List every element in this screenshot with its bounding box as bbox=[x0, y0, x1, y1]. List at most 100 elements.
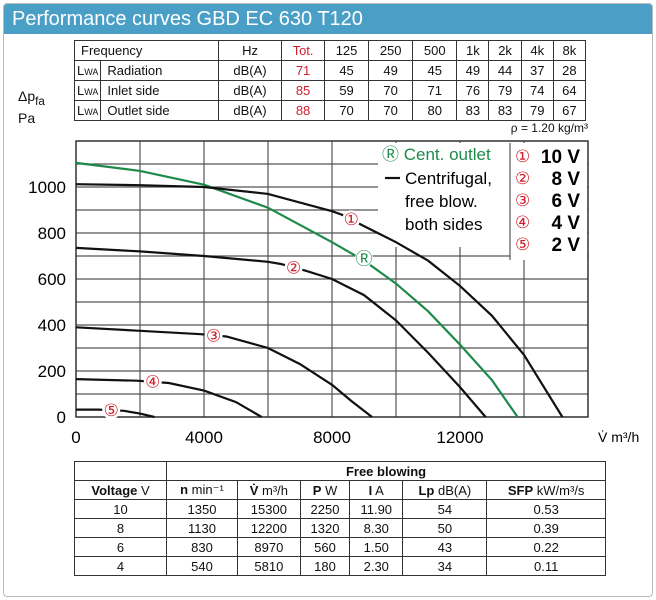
value-cell: 10 bbox=[73, 499, 168, 519]
legend-voltage-label: 8 V bbox=[551, 169, 580, 190]
value-cell: 12200 bbox=[236, 518, 301, 538]
y-tick-label: 0 bbox=[57, 408, 66, 427]
header-cell: Voltage V bbox=[73, 480, 168, 500]
table-row: LWA Inlet side dB(A) 85 59 70 71 76 79 74 64 bbox=[73, 80, 587, 101]
header-cell: 125 bbox=[323, 40, 370, 61]
header-unit: V bbox=[137, 482, 150, 498]
value-cell: 5810 bbox=[236, 556, 301, 576]
value-cell: 4 bbox=[73, 556, 168, 576]
header-unit: min⁻¹ bbox=[188, 482, 224, 497]
table-row: 4 540 5810 180 2.30 34 0.11 bbox=[73, 556, 606, 576]
group-header-row: Free blowing bbox=[73, 461, 606, 481]
value-cell: 0.22 bbox=[486, 537, 606, 557]
header-cell: SFP kW/m³/s bbox=[486, 480, 606, 500]
legend-voltage-marker: ③ bbox=[515, 191, 530, 211]
table-row: LWA Radiation dB(A) 71 45 49 45 49 44 37 28 bbox=[73, 60, 587, 81]
legend-voltage-marker: ④ bbox=[515, 213, 530, 233]
x-axis-label: V̇ m³/h bbox=[598, 429, 639, 445]
value-cell: 79 bbox=[488, 80, 522, 101]
value-cell: 11.90 bbox=[349, 499, 404, 519]
value-cell: 76 bbox=[456, 80, 490, 101]
header-cell: 4k bbox=[520, 40, 554, 61]
series-marker: ④ bbox=[145, 372, 160, 392]
series-line-10-v bbox=[75, 183, 564, 418]
symbol: L bbox=[77, 103, 85, 118]
panel-title: Performance curves GBD EC 630 T120 bbox=[4, 4, 652, 34]
value-cell: 2250 bbox=[299, 499, 351, 519]
legend-voltage-marker: ① bbox=[515, 147, 530, 167]
group-header: Free blowing bbox=[166, 461, 606, 481]
value-cell: 1.50 bbox=[349, 537, 404, 557]
x-tick-label: 0 bbox=[71, 428, 80, 447]
voltage-legend-box bbox=[510, 143, 587, 260]
value-cell: 1130 bbox=[166, 518, 238, 538]
value-cell: 74 bbox=[520, 80, 554, 101]
legend-box bbox=[378, 143, 510, 247]
value-cell: 45 bbox=[412, 60, 458, 81]
value-cell: 67 bbox=[552, 100, 587, 121]
header-cell: 8k bbox=[552, 40, 587, 61]
table-row: 6 830 8970 560 1.50 43 0.22 bbox=[73, 537, 606, 557]
value-cell: 1320 bbox=[299, 518, 351, 538]
series-line-6-v bbox=[75, 326, 373, 418]
header-cell: Lp dB(A) bbox=[402, 480, 488, 500]
header-cell: n min⁻¹ bbox=[166, 480, 238, 500]
value-cell: 8.30 bbox=[349, 518, 404, 538]
legend-voltage-label: 10 V bbox=[541, 147, 580, 168]
unit-cell: dB(A) bbox=[217, 100, 283, 121]
value-cell: 540 bbox=[166, 556, 238, 576]
x-tick-label: 8000 bbox=[313, 428, 351, 447]
panel: Performance curves GBD EC 630 T120 bbox=[3, 3, 653, 597]
header-symbol: Voltage bbox=[91, 482, 138, 498]
value-cell: 0.11 bbox=[486, 556, 606, 576]
y-label-main: Δp bbox=[18, 88, 36, 104]
symbol: L bbox=[77, 63, 85, 78]
series-marker: ① bbox=[344, 210, 359, 230]
header-symbol: n bbox=[180, 482, 189, 497]
header-unit: A bbox=[372, 482, 384, 498]
series-label-bg bbox=[355, 249, 373, 268]
header-cell: 250 bbox=[368, 40, 414, 61]
empty-cell bbox=[73, 461, 168, 481]
header-unit: m³/h bbox=[258, 482, 288, 498]
table-row: LWA Outlet side dB(A) 88 70 70 80 83 83 79 67 bbox=[73, 100, 587, 121]
performance-chart: 0 200 400 600 800 1000 0 4000 8000 12000 V̇ m³/h Ⓡ ①… bbox=[28, 140, 639, 447]
value-cell: 50 bbox=[402, 518, 488, 538]
y-tick-label: 200 bbox=[38, 362, 66, 381]
value-cell: 560 bbox=[299, 537, 351, 557]
legend-centrifugal-text: free blow. bbox=[405, 192, 478, 211]
legend-voltage-label: 6 V bbox=[551, 191, 580, 212]
series-label-bg bbox=[342, 210, 361, 229]
header-unit: W bbox=[321, 482, 338, 498]
symbol-sub: WA bbox=[84, 87, 99, 97]
legend-voltage-marker: ⑤ bbox=[515, 235, 530, 255]
symbol: L bbox=[77, 83, 85, 98]
header-cell: I A bbox=[349, 480, 404, 500]
value-cell: 0.53 bbox=[486, 499, 606, 519]
header-symbol: I bbox=[368, 482, 373, 498]
y-axis-label: Δpfa Pa bbox=[18, 88, 45, 126]
value-cell: 34 bbox=[402, 556, 488, 576]
lwa-symbol: LWA bbox=[73, 80, 102, 101]
symbol-sub: WA bbox=[84, 107, 99, 117]
series-label-bg bbox=[284, 258, 303, 277]
legend-centrifugal-text: both sides bbox=[405, 215, 483, 234]
series-label-bg bbox=[102, 401, 121, 420]
legend-voltage-label: 2 V bbox=[551, 235, 580, 256]
header-unit: dB(A) bbox=[434, 482, 472, 498]
x-tick-label: 4000 bbox=[185, 428, 223, 447]
header-row: Frequency Hz Tot. 125 250 500 1k 2k 4k 8k bbox=[74, 40, 587, 61]
value-cell: 49 bbox=[368, 60, 414, 81]
row-label: Radiation bbox=[100, 60, 219, 81]
header-cell: P W bbox=[299, 480, 351, 500]
series-label-bg bbox=[204, 326, 223, 345]
value-cell: 70 bbox=[368, 80, 414, 101]
lwa-symbol: LWA bbox=[73, 100, 102, 121]
value-cell: 0.39 bbox=[486, 518, 606, 538]
series-line-8-v bbox=[75, 246, 487, 418]
legend-voltage-label: 4 V bbox=[551, 213, 580, 234]
value-cell: 6 bbox=[73, 537, 168, 557]
value-cell: 15300 bbox=[236, 499, 301, 519]
